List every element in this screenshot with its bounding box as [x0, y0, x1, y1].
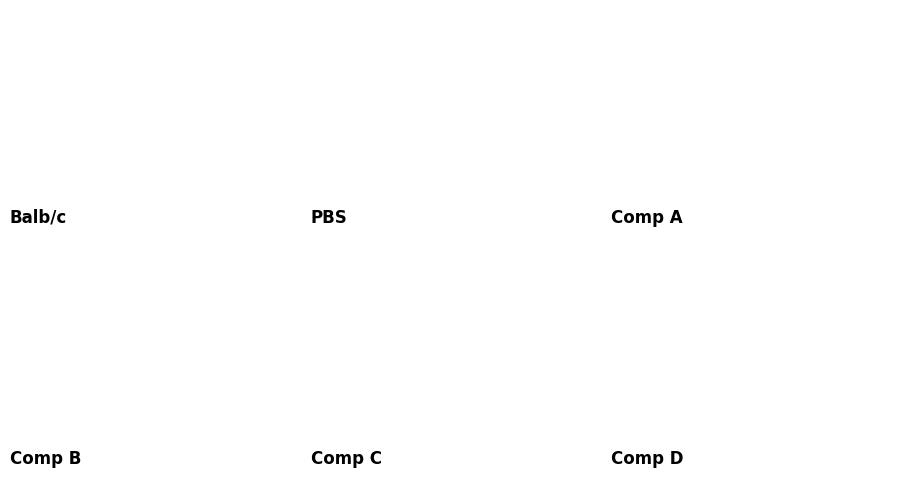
Text: Comp A: Comp A	[612, 208, 683, 227]
Text: Comp B: Comp B	[10, 450, 81, 468]
Text: Balb/c: Balb/c	[10, 208, 67, 227]
Text: PBS: PBS	[310, 208, 347, 227]
Text: Comp C: Comp C	[310, 450, 381, 468]
Text: Comp D: Comp D	[612, 450, 684, 468]
